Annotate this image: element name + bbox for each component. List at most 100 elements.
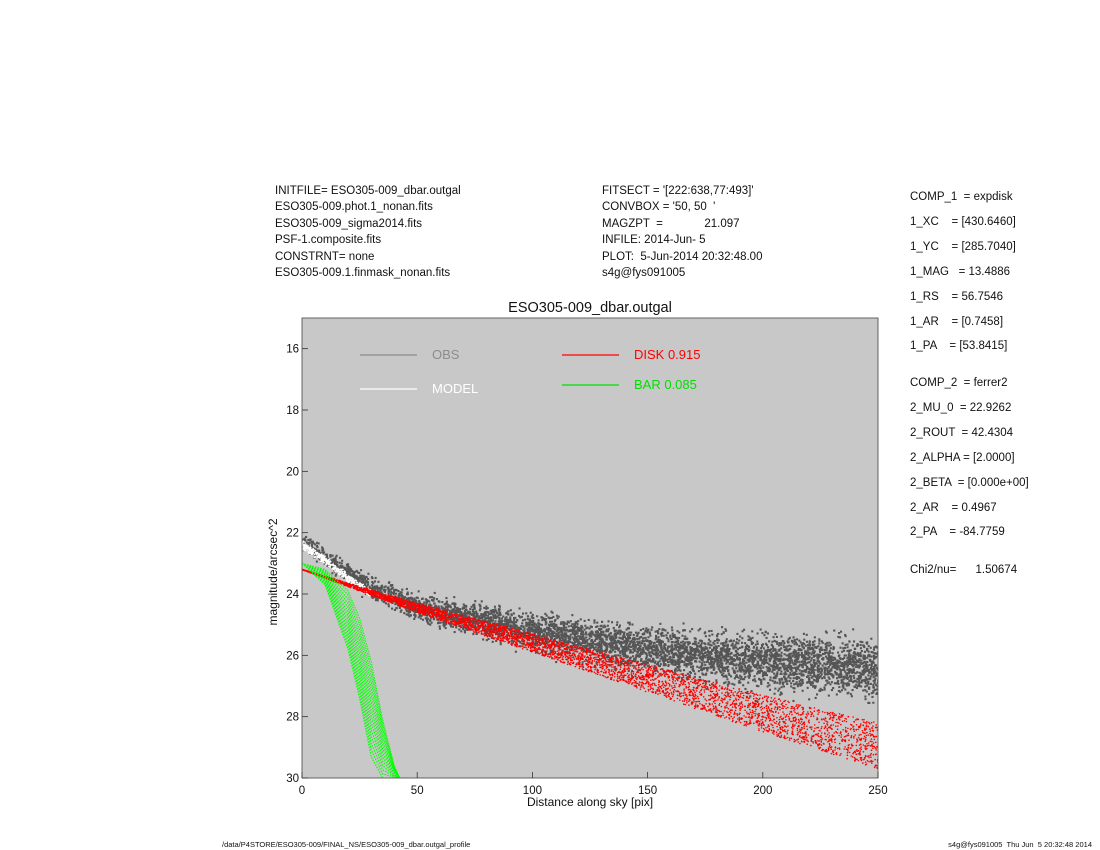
obs-point xyxy=(808,668,811,671)
obs-point xyxy=(307,542,310,545)
obs-point xyxy=(486,625,489,628)
obs-point xyxy=(353,573,356,576)
obs-point xyxy=(755,651,758,654)
obs-point xyxy=(872,679,875,682)
obs-point xyxy=(872,686,875,689)
obs-point xyxy=(874,664,877,667)
obs-point xyxy=(711,633,714,636)
obs-point xyxy=(730,656,733,659)
obs-point xyxy=(455,617,458,620)
obs-point xyxy=(829,662,832,665)
obs-point xyxy=(657,664,660,667)
obs-point xyxy=(463,630,466,633)
obs-point xyxy=(823,686,826,689)
obs-point xyxy=(635,654,638,657)
obs-point xyxy=(365,579,368,582)
obs-point xyxy=(736,675,739,678)
obs-point xyxy=(675,641,678,644)
obs-point xyxy=(519,641,522,644)
obs-point xyxy=(350,568,353,571)
obs-point xyxy=(839,646,842,649)
obs-point xyxy=(654,660,657,663)
obs-point xyxy=(487,611,490,614)
obs-point xyxy=(367,572,370,575)
obs-point xyxy=(573,626,576,629)
obs-point xyxy=(691,642,694,645)
obs-point xyxy=(761,644,764,647)
obs-point xyxy=(844,654,847,657)
obs-point xyxy=(872,690,875,693)
obs-point xyxy=(597,647,600,650)
obs-point xyxy=(365,575,368,578)
obs-point xyxy=(764,673,767,676)
obs-point xyxy=(519,645,522,648)
obs-point xyxy=(562,622,565,625)
obs-point xyxy=(661,668,664,671)
obs-point xyxy=(408,615,411,618)
obs-point xyxy=(818,661,821,664)
obs-point xyxy=(804,652,807,655)
obs-point xyxy=(859,640,862,643)
obs-point xyxy=(782,657,785,660)
obs-point xyxy=(801,665,804,668)
obs-point xyxy=(701,646,704,649)
obs-point xyxy=(706,669,709,672)
obs-point xyxy=(550,620,553,623)
obs-point xyxy=(636,651,639,654)
obs-point xyxy=(418,601,421,604)
obs-point xyxy=(334,556,337,559)
obs-point xyxy=(788,660,791,663)
obs-point xyxy=(392,593,395,596)
obs-point xyxy=(602,626,605,629)
obs-point xyxy=(713,647,716,650)
obs-point xyxy=(750,640,753,643)
obs-point xyxy=(479,607,482,610)
obs-point xyxy=(780,642,783,645)
obs-point xyxy=(408,611,411,614)
obs-point xyxy=(629,646,632,649)
obs-point xyxy=(852,664,855,667)
obs-point xyxy=(603,624,606,627)
obs-point xyxy=(695,643,698,646)
obs-point xyxy=(437,600,440,603)
obs-point xyxy=(693,653,696,656)
obs-point xyxy=(734,671,737,674)
obs-point xyxy=(709,656,712,659)
obs-point xyxy=(635,634,638,637)
obs-point xyxy=(690,650,693,653)
obs-point xyxy=(417,616,420,619)
obs-point xyxy=(680,660,683,663)
obs-point xyxy=(670,641,673,644)
obs-point xyxy=(848,652,851,655)
obs-point xyxy=(855,671,858,674)
obs-point xyxy=(598,641,601,644)
obs-point xyxy=(545,614,548,617)
obs-point xyxy=(574,634,577,637)
obs-point xyxy=(752,679,755,682)
obs-point xyxy=(509,619,512,622)
obs-point xyxy=(808,646,811,649)
obs-point xyxy=(793,640,796,643)
obs-point xyxy=(361,579,364,582)
obs-point xyxy=(334,562,337,565)
obs-point xyxy=(475,616,478,619)
obs-point xyxy=(786,645,789,648)
obs-point xyxy=(573,629,576,632)
obs-point xyxy=(780,692,783,695)
obs-point xyxy=(560,633,563,636)
obs-point xyxy=(827,666,830,669)
obs-point xyxy=(614,654,617,657)
obs-point xyxy=(424,617,427,620)
obs-point xyxy=(679,669,682,672)
obs-point xyxy=(347,566,350,569)
obs-point xyxy=(719,670,722,673)
obs-point xyxy=(555,640,558,643)
obs-point xyxy=(837,679,840,682)
obs-point xyxy=(714,672,717,675)
obs-point xyxy=(333,562,336,565)
obs-point xyxy=(569,638,572,641)
obs-point xyxy=(852,652,855,655)
obs-point xyxy=(875,652,878,655)
obs-point xyxy=(841,685,844,688)
obs-point xyxy=(832,664,835,667)
